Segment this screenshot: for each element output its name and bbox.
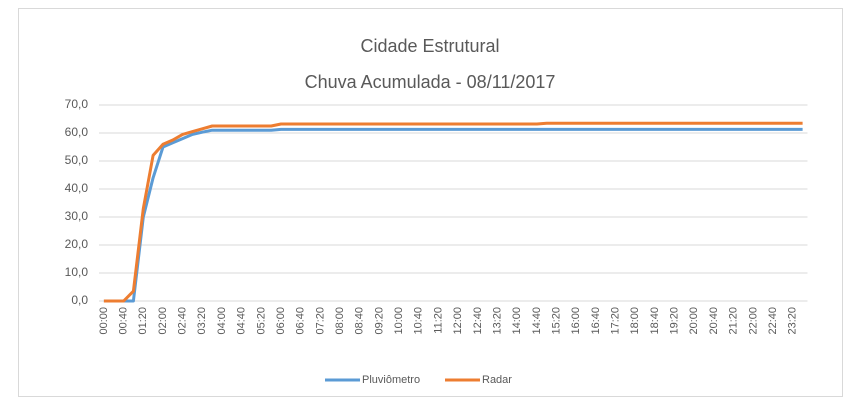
x-tick-label: 16:40 — [590, 307, 602, 335]
y-tick-label: 60,0 — [65, 125, 89, 139]
chart-title: Cidade Estrutural — [360, 36, 499, 56]
x-tick-label: 09:20 — [373, 307, 385, 335]
x-tick-label: 21:20 — [728, 307, 740, 335]
legend-label: Radar — [482, 374, 512, 386]
x-tick-label: 07:20 — [314, 307, 326, 335]
x-tick-label: 22:00 — [747, 307, 759, 335]
x-tick-label: 14:00 — [511, 307, 523, 335]
x-tick-label: 02:00 — [157, 307, 169, 335]
x-tick-label: 04:00 — [216, 307, 228, 335]
y-tick-label: 0,0 — [71, 293, 88, 307]
x-tick-label: 14:40 — [531, 307, 543, 335]
y-tick-label: 70,0 — [65, 97, 89, 111]
x-tick-label: 19:20 — [669, 307, 681, 335]
x-tick-label: 06:00 — [275, 307, 287, 335]
x-tick-label: 02:40 — [177, 307, 189, 335]
x-tick-label: 04:40 — [236, 307, 248, 335]
chart-border — [18, 8, 843, 397]
x-tick-label: 12:40 — [472, 307, 484, 335]
x-tick-label: 15:20 — [550, 307, 562, 335]
x-tick-label: 00:40 — [118, 307, 130, 335]
x-tick-label: 08:40 — [354, 307, 366, 335]
x-tick-label: 08:00 — [334, 307, 346, 335]
y-tick-label: 40,0 — [65, 181, 89, 195]
x-tick-label: 10:00 — [393, 307, 405, 335]
legend-label: Pluviômetro — [362, 374, 420, 386]
y-tick-label: 20,0 — [65, 237, 89, 251]
x-tick-label: 10:40 — [413, 307, 425, 335]
x-tick-label: 06:40 — [295, 307, 307, 335]
x-tick-label: 03:20 — [196, 307, 208, 335]
x-tick-label: 12:00 — [452, 307, 464, 335]
y-tick-label: 10,0 — [65, 265, 89, 279]
x-tick-label: 18:00 — [629, 307, 641, 335]
x-tick-label: 13:20 — [491, 307, 503, 335]
x-tick-label: 18:40 — [649, 307, 661, 335]
x-tick-label: 22:40 — [767, 307, 779, 335]
x-tick-label: 23:20 — [787, 307, 799, 335]
y-tick-label: 30,0 — [65, 209, 89, 223]
chart-subtitle: Chuva Acumulada - 08/11/2017 — [305, 72, 556, 92]
x-tick-label: 00:00 — [98, 307, 110, 335]
series-line — [103, 121, 803, 303]
x-tick-label: 05:20 — [255, 307, 267, 335]
series-line — [103, 127, 803, 303]
y-tick-label: 50,0 — [65, 153, 89, 167]
x-tick-label: 01:20 — [137, 307, 149, 335]
x-tick-label: 20:40 — [708, 307, 720, 335]
x-tick-label: 16:00 — [570, 307, 582, 335]
x-tick-label: 11:20 — [432, 307, 444, 334]
x-tick-label: 17:20 — [610, 307, 622, 335]
x-tick-label: 20:00 — [688, 307, 700, 335]
